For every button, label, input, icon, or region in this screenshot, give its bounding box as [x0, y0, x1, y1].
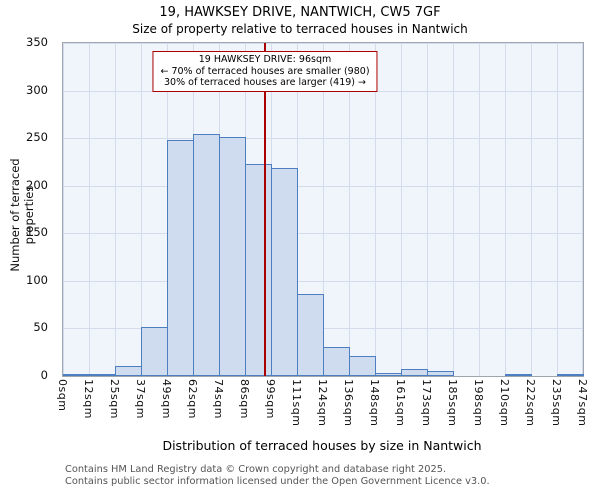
x-tick-label: 99sqm: [264, 379, 277, 419]
x-tick-label: 25sqm: [108, 379, 121, 419]
v-gridline: [427, 43, 428, 376]
annotation-line3: 30% of terraced houses are larger (419) …: [163, 77, 366, 88]
x-tick-label: 86sqm: [238, 379, 251, 419]
x-tick-label: 247sqm: [576, 379, 589, 427]
bar: [63, 374, 90, 376]
y-tick-label: 350: [26, 35, 48, 49]
v-gridline: [479, 43, 480, 376]
x-tick-label: 62sqm: [186, 379, 199, 419]
x-axis-label: Distribution of terraced houses by size …: [162, 438, 482, 453]
footer-line2: Contains public sector information licen…: [65, 475, 490, 487]
x-tick-label: 222sqm: [524, 379, 537, 427]
footer-line1: Contains HM Land Registry data © Crown c…: [65, 464, 447, 475]
v-gridline: [531, 43, 532, 376]
v-gridline: [375, 43, 376, 376]
x-tick-label: 136sqm: [342, 379, 355, 427]
x-tick-label: 198sqm: [472, 379, 485, 427]
v-gridline: [141, 43, 142, 376]
y-tick-label: 0: [40, 368, 48, 382]
x-tick-label: 235sqm: [550, 379, 563, 427]
plot-area: 19 HAWKSEY DRIVE: 96sqm ← 70% of terrace…: [62, 42, 584, 377]
property-size-marker-line: [264, 43, 266, 376]
v-gridline: [557, 43, 558, 376]
x-tick-label: 210sqm: [498, 379, 511, 427]
v-gridline: [349, 43, 350, 376]
bar: [167, 140, 194, 376]
y-tick-label: 250: [26, 130, 48, 145]
x-tick-label: 12sqm: [82, 379, 95, 419]
y-tick-label: 200: [26, 177, 48, 192]
annotation-line1: 19 HAWKSEY DRIVE: 96sqm: [198, 54, 332, 65]
v-gridline: [115, 43, 116, 376]
bar: [219, 137, 246, 376]
y-tick-label: 150: [26, 225, 48, 240]
x-tick-label: 173sqm: [420, 379, 433, 427]
bar: [245, 163, 272, 376]
bar: [297, 294, 324, 376]
y-tick-label: 300: [26, 82, 48, 97]
bar: [271, 167, 298, 376]
bar: [89, 374, 116, 376]
bar: [557, 374, 584, 376]
bar: [193, 134, 220, 376]
v-gridline: [453, 43, 454, 376]
x-tick-label: 0sqm: [56, 379, 69, 412]
annotation-line2: ← 70% of terraced houses are smaller (98…: [160, 65, 370, 77]
y-axis-label: Number of terraced properties: [8, 158, 36, 272]
v-gridline: [582, 43, 583, 376]
v-gridline: [505, 43, 506, 376]
x-tick-label: 124sqm: [316, 379, 329, 427]
x-tick-label: 148sqm: [368, 379, 381, 427]
bar: [141, 327, 168, 376]
v-gridline: [323, 43, 324, 376]
bar: [401, 369, 428, 376]
y-tick-label: 100: [26, 272, 48, 287]
bar: [505, 374, 532, 376]
x-tick-label: 37sqm: [134, 379, 147, 419]
v-gridline: [63, 43, 64, 376]
bar: [323, 346, 350, 376]
footer: Contains HM Land Registry data © Crown c…: [65, 464, 600, 487]
x-tick-label: 161sqm: [394, 379, 407, 427]
annotation-box: 19 HAWKSEY DRIVE: 96sqm ← 70% of terrace…: [152, 51, 378, 92]
y-tick-label: 50: [33, 320, 48, 335]
x-tick-label: 74sqm: [212, 379, 225, 419]
x-tick-label: 111sqm: [290, 379, 303, 427]
bar: [427, 371, 454, 376]
bar: [115, 365, 142, 376]
bar: [375, 373, 402, 376]
v-gridline: [401, 43, 402, 376]
chart-title: 19, HAWKSEY DRIVE, NANTWICH, CW5 7GF: [159, 5, 441, 20]
chart-subtitle: Size of property relative to terraced ho…: [132, 22, 468, 36]
bar: [349, 356, 376, 376]
x-tick-label: 49sqm: [160, 379, 173, 419]
v-gridline: [89, 43, 90, 376]
x-tick-label: 185sqm: [446, 379, 459, 427]
